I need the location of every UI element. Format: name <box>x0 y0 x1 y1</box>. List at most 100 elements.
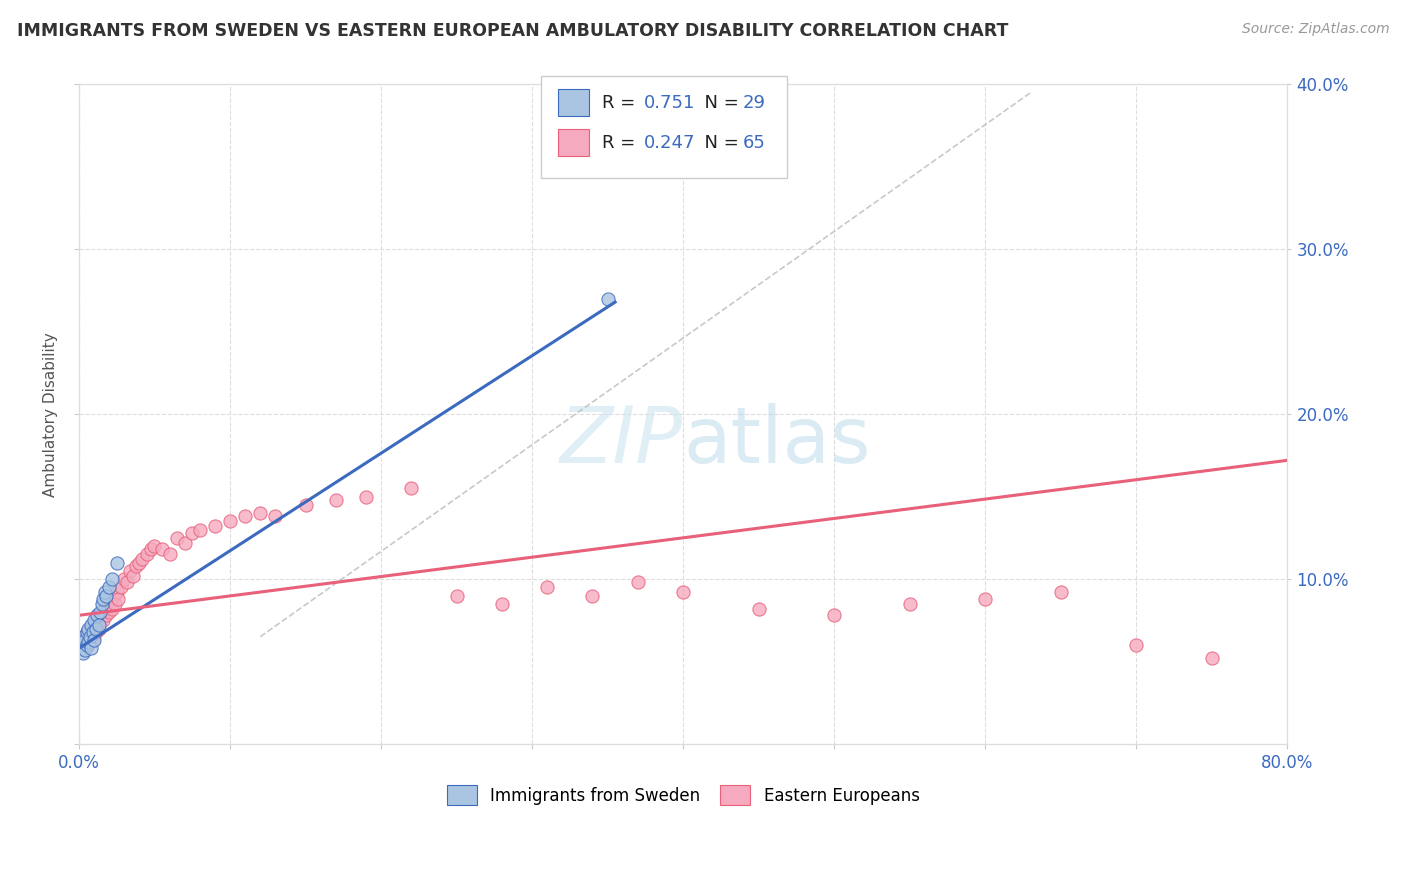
Point <box>103 589 125 603</box>
Point <box>131 552 153 566</box>
Point <box>104 597 127 611</box>
Point <box>79 630 101 644</box>
Point <box>117 575 139 590</box>
Point <box>150 542 173 557</box>
Point <box>181 525 204 540</box>
Point <box>125 558 148 573</box>
Point <box>120 564 142 578</box>
Point <box>91 591 114 606</box>
Point <box>107 591 129 606</box>
Point <box>84 622 107 636</box>
Point <box>93 585 115 599</box>
Point <box>354 490 377 504</box>
Point <box>77 622 100 636</box>
Point <box>974 591 997 606</box>
Point <box>83 618 105 632</box>
Point <box>294 498 316 512</box>
Point <box>325 492 347 507</box>
Point <box>79 630 101 644</box>
Point <box>264 509 287 524</box>
Point <box>101 572 124 586</box>
Point <box>87 618 110 632</box>
Point <box>72 630 94 644</box>
Point <box>100 591 122 606</box>
Text: 0.247: 0.247 <box>644 134 696 152</box>
Point <box>76 638 98 652</box>
Point <box>89 605 111 619</box>
Point <box>70 641 93 656</box>
Point <box>86 608 108 623</box>
Point <box>73 633 96 648</box>
Text: N =: N = <box>693 134 745 152</box>
Point <box>70 634 93 648</box>
Point <box>399 481 422 495</box>
Point <box>105 585 128 599</box>
Text: 29: 29 <box>742 94 765 112</box>
Point <box>98 605 121 619</box>
Text: 0.751: 0.751 <box>644 94 696 112</box>
Legend: Immigrants from Sweden, Eastern Europeans: Immigrants from Sweden, Eastern European… <box>440 779 927 812</box>
Point <box>1049 585 1071 599</box>
Point <box>94 589 117 603</box>
Point <box>80 622 103 636</box>
Point <box>748 601 770 615</box>
Point <box>173 535 195 549</box>
Point <box>82 633 104 648</box>
Point <box>77 638 100 652</box>
Text: N =: N = <box>693 94 745 112</box>
Point <box>188 523 211 537</box>
Point <box>128 556 150 570</box>
Text: IMMIGRANTS FROM SWEDEN VS EASTERN EUROPEAN AMBULATORY DISABILITY CORRELATION CHA: IMMIGRANTS FROM SWEDEN VS EASTERN EUROPE… <box>17 22 1008 40</box>
Point <box>98 580 121 594</box>
Point <box>627 575 650 590</box>
Point <box>898 597 921 611</box>
Point <box>94 608 117 623</box>
Point <box>87 622 110 636</box>
Point <box>491 597 513 611</box>
Point <box>159 547 181 561</box>
Point <box>70 641 93 656</box>
Point <box>672 585 695 599</box>
Point <box>83 613 105 627</box>
Point <box>93 601 115 615</box>
Point <box>84 624 107 639</box>
Text: R =: R = <box>602 134 641 152</box>
Point <box>76 624 98 639</box>
Text: R =: R = <box>602 94 641 112</box>
Point <box>77 634 100 648</box>
Point <box>91 613 114 627</box>
Point <box>72 630 94 644</box>
Point <box>112 572 135 586</box>
Point <box>141 542 163 557</box>
Point <box>105 556 128 570</box>
Point <box>83 633 105 648</box>
Point <box>1201 651 1223 665</box>
Point <box>73 634 96 648</box>
Text: 65: 65 <box>742 134 765 152</box>
Point <box>69 638 91 652</box>
Point <box>446 589 468 603</box>
Point <box>86 613 108 627</box>
Point <box>249 506 271 520</box>
Point <box>97 597 120 611</box>
Point <box>135 547 157 561</box>
Text: ZIP: ZIP <box>560 402 683 478</box>
Point <box>219 514 242 528</box>
Point <box>89 608 111 623</box>
Point <box>90 605 112 619</box>
Point <box>90 597 112 611</box>
Point <box>204 519 226 533</box>
Point <box>80 641 103 656</box>
Point <box>80 618 103 632</box>
Point <box>76 624 98 639</box>
Text: Source: ZipAtlas.com: Source: ZipAtlas.com <box>1241 22 1389 37</box>
Point <box>82 624 104 639</box>
Point <box>823 608 845 623</box>
Point <box>143 539 166 553</box>
Point <box>536 580 558 594</box>
Point <box>596 292 619 306</box>
Y-axis label: Ambulatory Disability: Ambulatory Disability <box>44 332 58 497</box>
Text: atlas: atlas <box>683 402 870 478</box>
Point <box>110 580 132 594</box>
Point <box>101 601 124 615</box>
